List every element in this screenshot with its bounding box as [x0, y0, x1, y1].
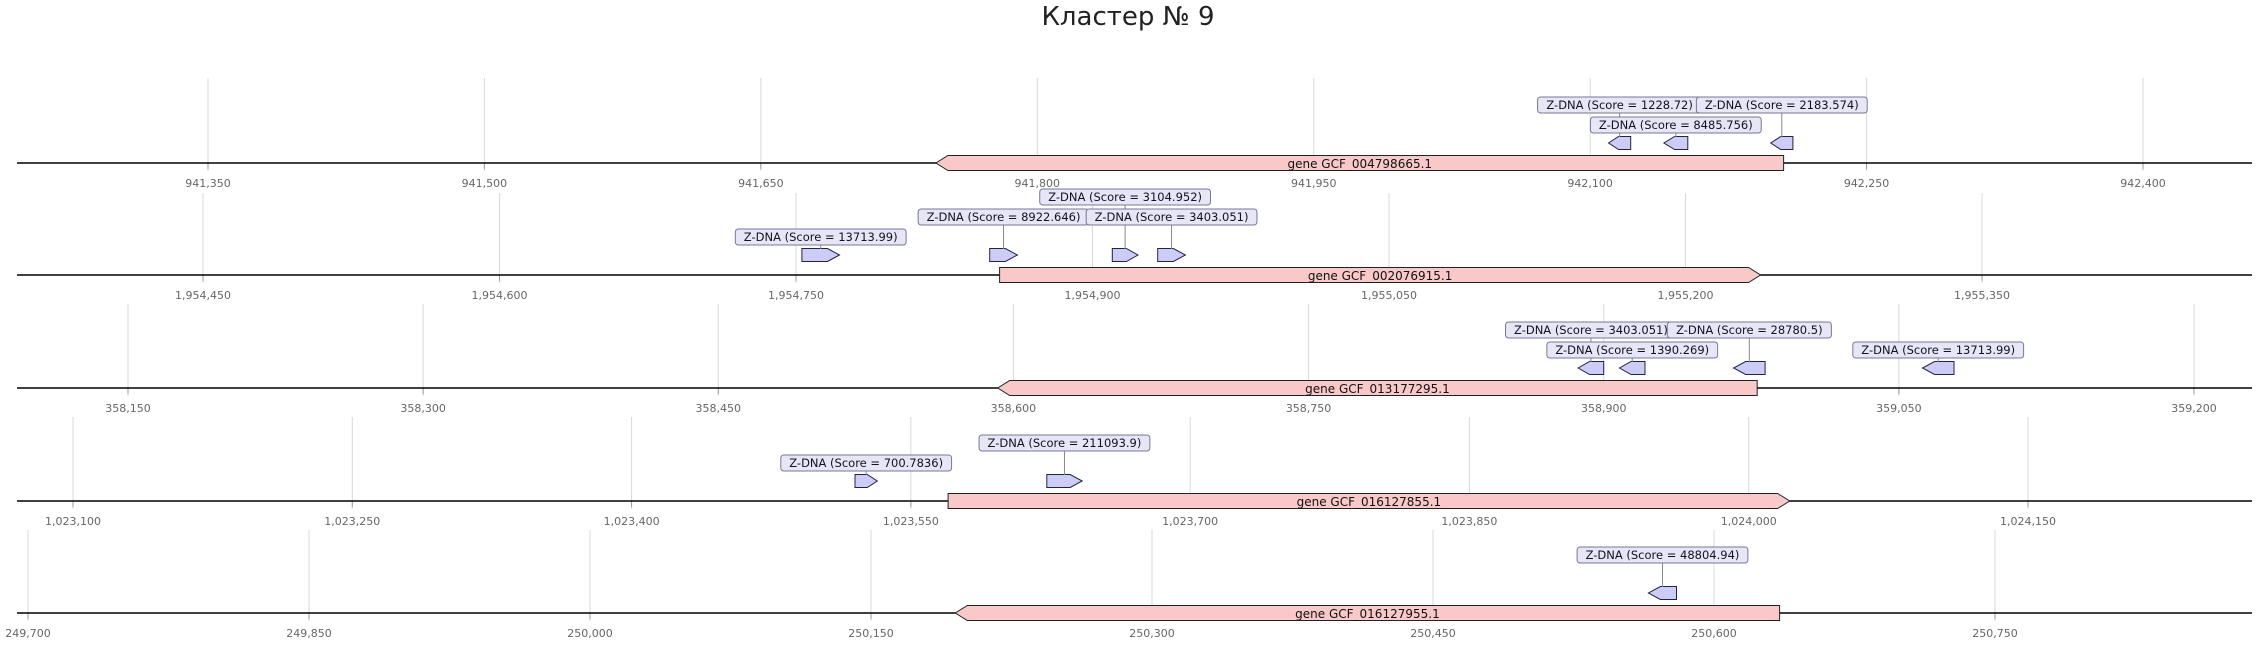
gene-label: gene GCF_002076915.1 [1308, 269, 1453, 283]
tick-label: 1,024,150 [2000, 515, 2056, 528]
gene-arrow [954, 605, 1781, 621]
tick-label: 942,250 [1844, 177, 1890, 190]
tick-label: 1,023,550 [883, 515, 939, 528]
zdna-arrow [1732, 361, 1766, 375]
zdna-arrow [1607, 136, 1632, 150]
tick-label: 941,650 [738, 177, 784, 190]
tick-label: 1,955,200 [1658, 289, 1714, 302]
tick-label: 358,450 [696, 402, 742, 415]
zdna-label: Z-DNA (Score = 3104.952) [1048, 190, 1202, 204]
gene-label: gene GCF_016127955.1 [1295, 607, 1440, 621]
tick-label: 358,150 [105, 402, 151, 415]
zdna-label: Z-DNA (Score = 8485.756) [1599, 118, 1753, 132]
tick-label: 250,000 [567, 627, 613, 640]
zdna-arrow [1157, 248, 1187, 262]
zdna-label: Z-DNA (Score = 3403.051) [1095, 210, 1249, 224]
tick-label: 249,700 [5, 627, 51, 640]
figure-title: Кластер № 9 [1041, 2, 1215, 32]
zdna-label: Z-DNA (Score = 700.7836) [789, 456, 943, 470]
gene-arrow [999, 267, 1762, 283]
zdna-label-box [1695, 96, 1868, 114]
zdna-arrow [989, 248, 1019, 262]
zdna-label: Z-DNA (Score = 1228.72) [1546, 98, 1693, 112]
tick-label: 358,900 [1581, 402, 1627, 415]
gene-arrow [947, 493, 1791, 509]
zdna-label-box [978, 434, 1151, 452]
tick-label: 1,024,000 [1721, 515, 1777, 528]
tick-label: 1,955,350 [1954, 289, 2010, 302]
zdna-arrow [1769, 136, 1794, 150]
tick-label: 359,200 [2171, 402, 2217, 415]
tick-label: 250,600 [1691, 627, 1737, 640]
tick-label: 1,023,700 [1162, 515, 1218, 528]
zdna-label: Z-DNA (Score = 13713.99) [1861, 343, 2015, 357]
tick-label: 1,023,250 [324, 515, 380, 528]
tick-label: 358,750 [1286, 402, 1332, 415]
zdna-label-box [1576, 546, 1749, 564]
tick-label: 1,954,600 [472, 289, 528, 302]
tick-label: 1,023,400 [604, 515, 660, 528]
zdna-arrow [1577, 361, 1605, 375]
zdna-arrow [1111, 248, 1140, 262]
zdna-arrow [1618, 361, 1646, 375]
tick-label: 250,150 [848, 627, 894, 640]
zdna-label-box [734, 228, 907, 246]
tick-label: 941,350 [185, 177, 231, 190]
tick-label: 358,300 [400, 402, 446, 415]
zdna-label-box [1852, 341, 2025, 359]
zdna-label-box [1039, 188, 1212, 206]
zdna-label-box [1546, 341, 1719, 359]
zdna-label: Z-DNA (Score = 2183.574) [1705, 98, 1859, 112]
zdna-label: Z-DNA (Score = 48804.94) [1586, 548, 1740, 562]
zdna-arrow [801, 248, 841, 262]
tick-label: 942,100 [1567, 177, 1613, 190]
gene-arrow [934, 155, 1785, 171]
zdna-label: Z-DNA (Score = 1390.269) [1555, 343, 1709, 357]
tick-label: 941,500 [462, 177, 508, 190]
tick-label: 359,050 [1876, 402, 1922, 415]
gene-label: gene GCF_004798665.1 [1288, 157, 1433, 171]
zdna-label-box [780, 454, 953, 472]
zdna-arrow [1662, 136, 1689, 150]
zdna-label-box [1085, 208, 1258, 226]
zdna-arrow [1046, 474, 1084, 488]
zdna-arrow [854, 474, 879, 488]
tick-label: 1,955,050 [1361, 289, 1417, 302]
tick-label: 942,400 [2120, 177, 2166, 190]
tick-label: 1,023,850 [1441, 515, 1497, 528]
zdna-arrow [1921, 361, 1955, 375]
gene-label: gene GCF_016127855.1 [1297, 495, 1442, 509]
tick-label: 1,954,900 [1065, 289, 1121, 302]
gene-label: gene GCF_013177295.1 [1305, 382, 1450, 396]
zdna-label: Z-DNA (Score = 3403.051) [1514, 323, 1668, 337]
tick-label: 941,800 [1015, 177, 1061, 190]
tick-label: 249,850 [286, 627, 332, 640]
zdna-label: Z-DNA (Score = 13713.99) [744, 230, 898, 244]
zdna-label: Z-DNA (Score = 211093.9) [988, 436, 1142, 450]
tick-label: 250,300 [1129, 627, 1175, 640]
tick-label: 358,600 [991, 402, 1037, 415]
tick-label: 1,954,750 [768, 289, 824, 302]
tick-label: 1,023,100 [45, 515, 101, 528]
zdna-label-box [1589, 116, 1762, 134]
gene-arrow [996, 380, 1758, 396]
zdna-label: Z-DNA (Score = 8922.646) [927, 210, 1081, 224]
zdna-arrow [1647, 586, 1677, 600]
zdna-label: Z-DNA (Score = 28780.5) [1676, 323, 1823, 337]
tick-label: 250,750 [1972, 627, 2018, 640]
tick-label: 250,450 [1410, 627, 1456, 640]
tick-label: 1,954,450 [175, 289, 231, 302]
tick-label: 941,950 [1291, 177, 1337, 190]
zdna-label-box [1666, 321, 1832, 339]
